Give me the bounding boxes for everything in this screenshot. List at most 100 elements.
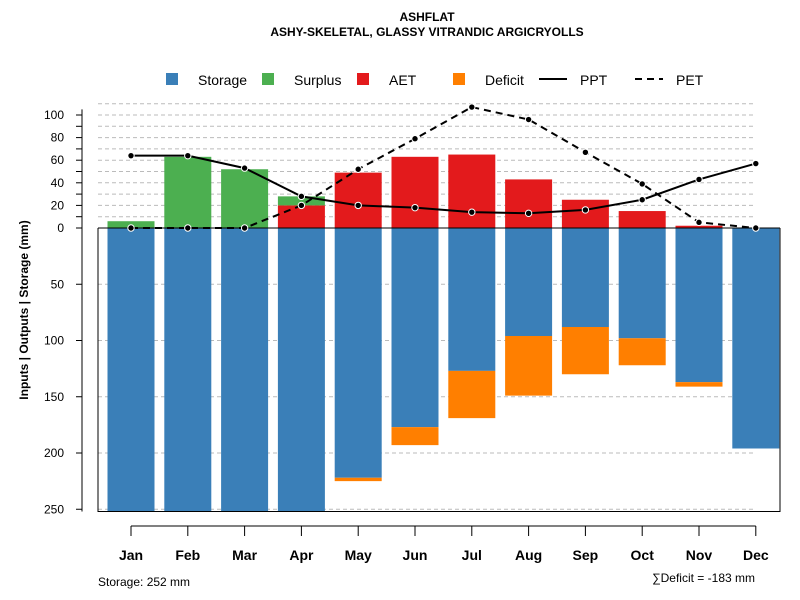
pet-point [127, 224, 135, 232]
x-tick-label-aug: Aug [515, 547, 542, 563]
bar-storage-feb [164, 228, 212, 512]
bar-aet-may [334, 172, 382, 228]
pet-point [297, 201, 306, 210]
x-tick-label-oct: Oct [631, 547, 655, 563]
legend-swatch-storage [166, 73, 178, 85]
legend-label-deficit: Deficit [485, 72, 524, 88]
bar-aet-aug [505, 179, 553, 228]
ppt-line [131, 154, 757, 215]
x-tick-label-nov: Nov [686, 547, 713, 563]
ppt-point [354, 201, 362, 210]
bar-deficit-aug [505, 336, 553, 396]
ppt-point [524, 209, 533, 218]
bar-aet-nov [675, 225, 723, 228]
bar-deficit-may [334, 477, 382, 482]
pet-point [581, 148, 590, 156]
y-axis-label: Inputs | Outputs | Storage (mm) [17, 220, 31, 399]
bars [97, 154, 781, 512]
y-tick-label: 40 [51, 176, 65, 190]
x-tick-label-sep: Sep [573, 547, 599, 563]
bar-aet-jul [448, 154, 496, 228]
y-tick-label: 100 [44, 108, 64, 122]
deficit-footer: ∑Deficit = -183 mm [652, 571, 755, 585]
y-tick-label: 80 [51, 131, 65, 145]
y-tick-label: 200 [44, 446, 64, 460]
x-tick-label-jun: Jun [403, 547, 428, 563]
bar-storage-sep [561, 228, 609, 327]
bar-deficit-jun [391, 427, 439, 446]
legend-swatch-aet [357, 73, 369, 85]
bar-deficit-sep [561, 327, 609, 375]
bar-deficit-nov [675, 382, 723, 387]
pet-point [411, 135, 419, 143]
bar-storage-aug [505, 228, 553, 336]
bar-surplus-feb [164, 156, 212, 228]
bar-aet-oct [618, 211, 666, 228]
legend-label-surplus: Surplus [294, 72, 341, 88]
y-tick-label: 20 [51, 198, 65, 212]
ppt-point [297, 192, 306, 201]
bar-storage-dec [732, 228, 780, 449]
ppt-point [752, 159, 760, 168]
ppt-point [638, 196, 646, 204]
x-tick-label-apr: Apr [289, 547, 314, 563]
x-tick-label-mar: Mar [232, 547, 257, 563]
y-tick-label: 250 [44, 502, 64, 516]
x-tick-label-jul: Jul [462, 547, 482, 563]
bar-surplus-mar [221, 169, 269, 228]
ppt-point [184, 151, 192, 160]
x-tick-label-dec: Dec [743, 547, 769, 563]
x-tick-label-may: May [345, 547, 372, 563]
pet-point [752, 224, 760, 232]
bar-aet-jun [391, 156, 439, 228]
legend-swatch-deficit [453, 73, 465, 85]
legend-item-surplus: Surplus [262, 72, 341, 88]
y-tick-label: 50 [51, 277, 65, 291]
legend-item-aet: AET [357, 72, 417, 88]
ppt-point [411, 203, 419, 212]
ppt-point [240, 164, 249, 172]
bar-storage-jun [391, 228, 439, 428]
bar-storage-nov [675, 228, 723, 383]
bar-storage-apr [277, 228, 325, 512]
legend: Storage Surplus AET Deficit PPT PET [166, 72, 704, 88]
pet-line [131, 106, 756, 229]
bar-deficit-oct [618, 338, 666, 366]
y-tick-label: 0 [57, 221, 64, 235]
ppt-point [695, 175, 703, 184]
ppt-point [581, 206, 590, 214]
pet-point [240, 224, 249, 232]
storage-footer: Storage: 252 mm [98, 575, 190, 589]
legend-item-storage: Storage [166, 72, 247, 88]
pet-point [354, 165, 362, 173]
chart-title: ASHFLAT [399, 10, 455, 24]
y-tick-label: 60 [51, 153, 65, 167]
bar-deficit-jul [448, 370, 496, 419]
chart-subtitle: ASHY-SKELETAL, GLASSY VITRANDIC ARGICRYO… [270, 25, 583, 39]
legend-item-ppt: PPT [539, 72, 608, 88]
x-tick-label-feb: Feb [175, 547, 200, 563]
bar-storage-jul [448, 228, 496, 371]
y-tick-label: 150 [44, 390, 64, 404]
x-tick-label-jan: Jan [119, 547, 143, 563]
pet-point [468, 103, 476, 111]
legend-item-pet: PET [635, 72, 704, 88]
bar-aet-sep [561, 199, 609, 228]
bar-storage-may [334, 228, 382, 478]
bar-storage-jan [107, 228, 155, 512]
ppt-point [127, 151, 135, 160]
bar-storage-mar [221, 228, 269, 512]
legend-swatch-surplus [262, 73, 274, 85]
pet-point [524, 115, 533, 124]
legend-label-ppt: PPT [580, 72, 608, 88]
lines [127, 103, 760, 232]
legend-label-storage: Storage [198, 72, 247, 88]
ppt-point [468, 208, 476, 216]
legend-label-pet: PET [676, 72, 704, 88]
pet-point [695, 218, 703, 227]
bar-storage-oct [618, 228, 666, 339]
pet-point [638, 180, 646, 188]
pet-point [184, 224, 192, 232]
